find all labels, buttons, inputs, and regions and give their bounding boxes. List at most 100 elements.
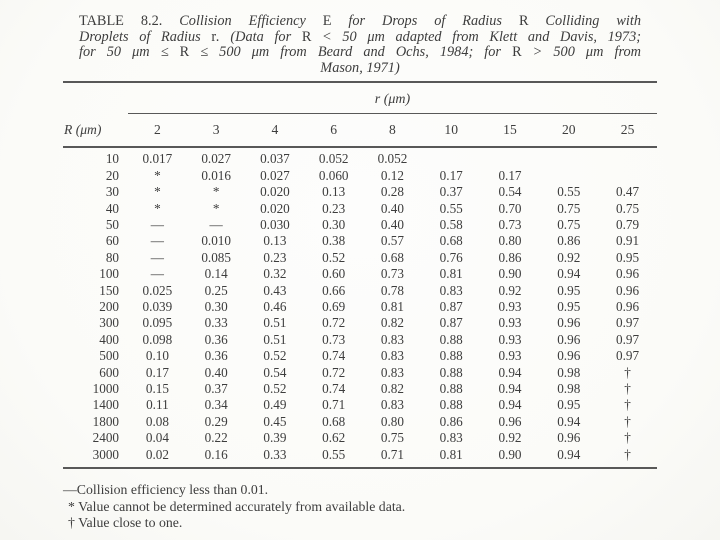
efficiency-cell: 0.23 [322, 200, 346, 216]
efficiency-cell: 0.96 [498, 413, 522, 429]
efficiency-cell: 0.17 [439, 167, 463, 183]
row-header: 200 [99, 299, 119, 315]
efficiency-cell: 0.58 [439, 217, 463, 232]
column-header: 3 [186, 113, 246, 149]
caption-segment: Mason, 1971) [320, 59, 400, 76]
table-row: 30 * * 0.020 0.13 0.28 0.37 0.54 0.55 0.47 [63, 184, 657, 200]
efficiency-cell: 0.83 [439, 430, 463, 446]
efficiency-cell: † [624, 381, 631, 397]
efficiency-cell: 0.39 [263, 430, 287, 446]
efficiency-cell: — [150, 217, 164, 232]
efficiency-cell: 0.40 [380, 217, 404, 232]
efficiency-cell: 0.86 [439, 413, 463, 429]
efficiency-cell: 0.94 [498, 381, 522, 397]
efficiency-cell: 0.70 [498, 200, 522, 216]
efficiency-cell: 0.027 [201, 151, 231, 167]
table-row: 200 0.039 0.30 0.46 0.69 0.81 0.87 0.93 0.95 0.96 [63, 299, 657, 315]
column-header: 10 [421, 113, 481, 149]
caption-segment: TABLE 8.2. [79, 13, 163, 29]
efficiency-cell: 0.69 [322, 299, 346, 315]
row-header: 2400 [92, 430, 119, 446]
footnote: † Value close to one. [68, 514, 183, 530]
table-caption: TABLE 8.2. Collision Efficiency E for Dr… [79, 13, 641, 77]
caption-line-4: Mason, 1971) [79, 59, 641, 77]
efficiency-cell: 0.37 [439, 184, 463, 200]
efficiency-cell: 0.08 [145, 413, 169, 429]
efficiency-cell: — [209, 217, 223, 232]
efficiency-cell: 0.04 [145, 430, 169, 446]
column-header: 8 [363, 113, 422, 149]
efficiency-cell: 0.32 [263, 266, 287, 282]
efficiency-cell: 0.30 [322, 217, 346, 232]
efficiency-cell: 0.76 [439, 249, 463, 265]
efficiency-cell: 0.93 [498, 331, 522, 347]
efficiency-cell: 0.96 [557, 348, 581, 364]
column-header: 15 [480, 113, 540, 149]
efficiency-cell: * [212, 184, 220, 200]
efficiency-cell: 0.95 [557, 282, 581, 298]
efficiency-cell: — [150, 233, 164, 249]
table-row: 50 — — 0.030 0.30 0.40 0.58 0.73 0.75 0.79 [63, 217, 657, 233]
efficiency-cell: 0.22 [204, 430, 228, 446]
table-row: 400 0.098 0.36 0.51 0.73 0.83 0.88 0.93 0.96 0.97 [63, 332, 657, 348]
row-header: 50 [105, 217, 119, 232]
efficiency-cell [598, 168, 657, 184]
row-header: 600 [99, 364, 119, 380]
efficiency-cell: — [150, 249, 164, 265]
caption-segment: . (Data for [216, 28, 302, 45]
caption-segment: R [179, 44, 190, 61]
efficiency-cell: 0.52 [263, 348, 287, 364]
footnote: —Collision efficiency less than 0.01. [63, 482, 269, 498]
efficiency-cell: 0.92 [557, 249, 581, 265]
efficiency-cell: † [624, 397, 631, 413]
table-row: 60 — 0.010 0.13 0.38 0.57 0.68 0.80 0.86 0.91 [63, 233, 657, 249]
table-8-2-block: TABLE 8.2. Collision Efficiency E for Dr… [63, 13, 657, 531]
efficiency-cell: 0.81 [439, 266, 463, 282]
efficiency-cell: 0.83 [380, 364, 404, 380]
efficiency-cell: 0.020 [260, 184, 290, 200]
efficiency-cell: 0.36 [204, 331, 228, 347]
efficiency-cell: 0.82 [380, 315, 404, 331]
efficiency-cell: 0.40 [380, 200, 404, 216]
efficiency-cell: 0.96 [616, 282, 640, 298]
table-body: 10 0.017 0.027 0.037 0.052 0.052 20 * 0.016 0.027… [63, 147, 657, 468]
caption-segment: ≤ 500 μm from Beard and Ochs, 1984; for [189, 44, 513, 61]
efficiency-cell: 0.94 [557, 266, 581, 282]
collision-efficiency-table: r (μm) R (μm) 2 3 4 6 8 10 15 20 25 10 0.017 0.027… [63, 81, 657, 470]
efficiency-cell: 0.83 [380, 348, 404, 364]
efficiency-cell: 0.28 [380, 184, 404, 200]
efficiency-cell: 0.54 [263, 364, 287, 380]
efficiency-cell: 0.66 [322, 282, 346, 298]
efficiency-cell: 0.75 [557, 217, 581, 232]
efficiency-cell: 0.52 [263, 381, 287, 397]
row-header: 150 [99, 282, 119, 298]
efficiency-cell [422, 147, 481, 167]
efficiency-cell: 0.88 [439, 364, 463, 380]
efficiency-cell: 0.96 [616, 299, 640, 315]
efficiency-cell: 0.016 [201, 167, 231, 183]
efficiency-cell: † [624, 413, 631, 429]
table-row: 10 0.017 0.027 0.037 0.052 0.052 [63, 147, 657, 167]
caption-segment: for Drops of Radius [331, 13, 519, 29]
efficiency-cell: 0.86 [498, 249, 522, 265]
efficiency-cell: 0.57 [380, 233, 404, 249]
efficiency-cell: 0.51 [263, 331, 287, 347]
row-header: 30 [105, 184, 119, 200]
table-row: 40 * * 0.020 0.23 0.40 0.55 0.70 0.75 0.75 [63, 201, 657, 217]
efficiency-cell: 0.017 [142, 151, 173, 167]
row-axis-label: R (μm) [64, 121, 102, 137]
efficiency-cell: 0.039 [142, 299, 173, 315]
efficiency-cell: 0.060 [318, 167, 349, 183]
efficiency-cell: 0.36 [204, 348, 228, 364]
row-header: 20 [105, 167, 119, 183]
efficiency-cell: 0.73 [322, 331, 346, 347]
row-header: 100 [99, 266, 119, 282]
row-header: 60 [105, 233, 119, 249]
efficiency-cell: 0.79 [616, 217, 640, 232]
row-header: 10 [105, 151, 119, 167]
caption-segment: R [301, 28, 312, 45]
efficiency-cell: 0.95 [616, 249, 640, 265]
row-axis-header: R (μm) [63, 113, 128, 149]
efficiency-cell: 0.71 [380, 446, 404, 462]
efficiency-cell: 0.37 [204, 381, 228, 397]
